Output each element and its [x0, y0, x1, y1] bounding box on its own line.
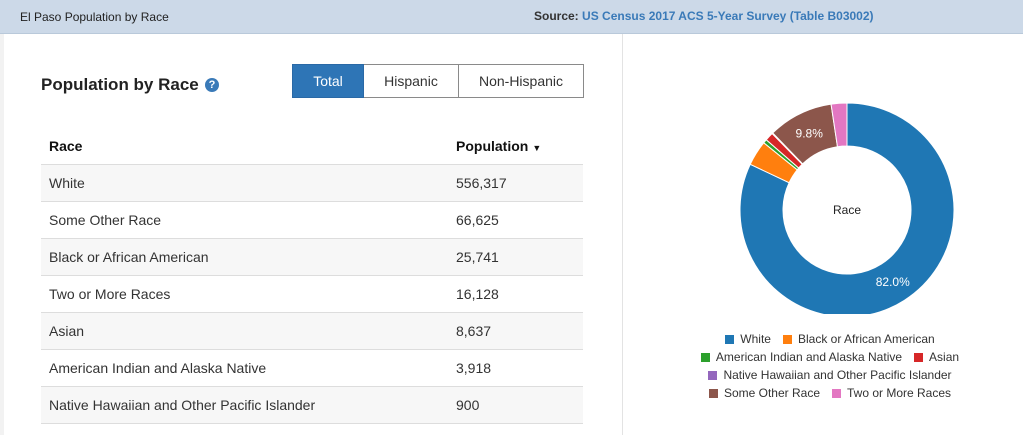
table-row: American Indian and Alaska Native 3,918 [41, 349, 583, 387]
population-cell: 8,637 [448, 312, 583, 350]
population-cell: 25,741 [448, 238, 583, 276]
caret-down-icon[interactable]: ▼ [532, 143, 542, 153]
legend-row: Some Other Race Two or More Races [640, 384, 1020, 402]
source-link[interactable]: US Census 2017 ACS 5-Year Survey (Table … [582, 9, 874, 23]
legend-item[interactable]: Some Other Race [708, 386, 820, 400]
population-cell: 3,918 [448, 349, 583, 387]
chart-legend: White Black or African American American I… [640, 330, 1020, 402]
legend-item[interactable]: Native Hawaiian and Other Pacific Island… [708, 368, 952, 382]
legend-label: Native Hawaiian and Other Pacific Island… [723, 368, 952, 382]
legend-label: Asian [929, 350, 960, 364]
race-donut-chart: 82.0% 9.8% Race [739, 102, 955, 314]
donut-center-label: Race [833, 203, 861, 217]
legend-swatch [725, 334, 735, 344]
legend-label: White [740, 332, 771, 346]
table-row: Some Other Race 66,625 [41, 201, 583, 239]
population-cell: 66,625 [448, 201, 583, 239]
help-circle-icon[interactable]: ? [205, 78, 219, 92]
legend-row: White Black or African American [640, 330, 1020, 348]
tab-total[interactable]: Total [292, 64, 364, 98]
legend-label: American Indian and Alaska Native [715, 350, 903, 364]
legend-swatch [832, 388, 841, 398]
population-cell: 16,128 [448, 275, 583, 313]
race-cell: American Indian and Alaska Native [41, 349, 448, 387]
legend-swatch [708, 388, 718, 398]
legend-swatch [782, 334, 792, 344]
tab-non-hispanic[interactable]: Non-Hispanic [459, 64, 584, 98]
source-label: Source: [534, 9, 579, 23]
table-row: Two or More Races 16,128 [41, 275, 583, 313]
slice-two-or-more-races[interactable] [830, 102, 848, 148]
tab-hispanic[interactable]: Hispanic [364, 64, 459, 98]
legend-swatch [708, 370, 718, 380]
legend-label: Two or More Races [847, 386, 952, 400]
table-row: White 556,317 [41, 164, 583, 202]
population-table: Race Population ▼ White 556,317 Some Other… [41, 128, 583, 424]
legend-item[interactable]: White [725, 332, 771, 346]
table-row: Native Hawaiian and Other Pacific Island… [41, 386, 583, 424]
panel-divider [622, 34, 623, 435]
race-filter-tabs: Total Hispanic Non-Hispanic [292, 64, 584, 98]
panel-title: Population by Race [41, 75, 199, 94]
race-cell: Some Other Race [41, 201, 448, 239]
legend-item[interactable]: Two or More Races [832, 386, 951, 400]
slice-percent-label: 82.0% [876, 275, 910, 289]
race-cell: Black or African American [41, 238, 448, 276]
legend-item[interactable]: Black or African American [782, 332, 935, 346]
table-header-row: Race Population ▼ [41, 128, 583, 165]
column-header-population[interactable]: Population ▼ [448, 128, 583, 165]
source-line: Source: US Census 2017 ACS 5-Year Survey… [534, 9, 874, 23]
population-cell: 900 [448, 386, 583, 424]
table-row: Black or African American 25,741 [41, 238, 583, 276]
legend-item[interactable]: American Indian and Alaska Native [700, 350, 903, 364]
race-cell: Native Hawaiian and Other Pacific Island… [41, 386, 448, 424]
population-cell: 556,317 [448, 164, 583, 202]
race-cell: White [41, 164, 448, 202]
legend-label: Some Other Race [723, 386, 820, 400]
left-edge [0, 34, 4, 435]
page-title: El Paso Population by Race [20, 10, 169, 24]
legend-row: American Indian and Alaska Native Asian [640, 348, 1020, 366]
legend-row: Native Hawaiian and Other Pacific Island… [640, 366, 1020, 384]
legend-item[interactable]: Asian [914, 350, 959, 364]
race-cell: Two or More Races [41, 275, 448, 313]
race-cell: Asian [41, 312, 448, 350]
slice-percent-label: 9.8% [796, 126, 824, 140]
legend-swatch [700, 352, 710, 362]
legend-swatch [914, 352, 924, 362]
slice-white[interactable] [739, 102, 955, 314]
top-bar: El Paso Population by Race Source: US Ce… [0, 0, 1023, 34]
column-header-race[interactable]: Race [41, 128, 448, 165]
legend-label: Black or African American [797, 332, 935, 346]
table-row: Asian 8,637 [41, 312, 583, 350]
